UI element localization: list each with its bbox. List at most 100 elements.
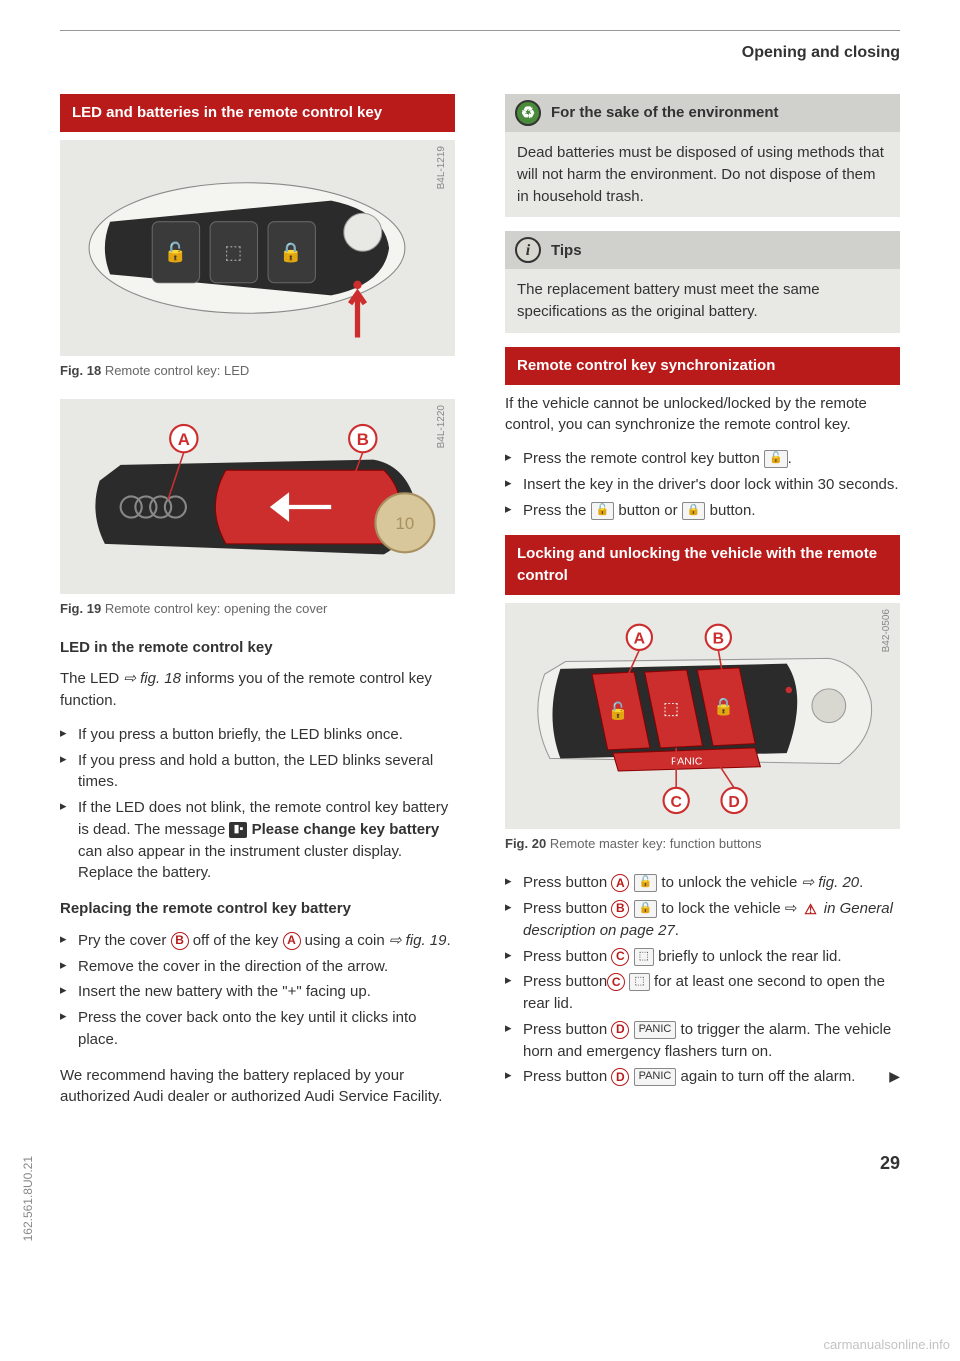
env-body: Dead batteries must be disposed of using… [505, 132, 900, 217]
svg-text:10: 10 [396, 514, 415, 533]
fig20-caption-bold: Fig. 20 [505, 836, 546, 851]
fb4: Press buttonC ⬚ for at least one second … [505, 971, 900, 1015]
svg-text:B: B [713, 631, 724, 648]
label-D: D [611, 1068, 629, 1086]
tips-header: i Tips [505, 231, 900, 269]
t: Please change key battery [252, 821, 440, 838]
fig20-code: B42-0506 [880, 609, 895, 652]
t: . [447, 932, 451, 949]
fb6: Press button D PANIC again to turn off t… [505, 1066, 900, 1088]
info-icon: i [515, 237, 541, 263]
figure-18: B4L-1219 🔓 ⬚ 🔒 [60, 140, 455, 356]
t [629, 1021, 633, 1038]
fig20-caption-text: Remote master key: function buttons [550, 836, 762, 851]
rep-b2: Remove the cover in the direction of the… [60, 956, 455, 978]
t: . [859, 874, 863, 891]
t: Press button [523, 1021, 611, 1038]
svg-text:🔓: 🔓 [164, 240, 188, 263]
lock-icon: 🔒 [682, 502, 706, 520]
rep-b3: Insert the new battery with the "+" faci… [60, 981, 455, 1003]
t: button. [705, 502, 755, 519]
env-title: For the sake of the environment [551, 102, 779, 124]
watermark: carmanualsonline.info [824, 1336, 950, 1355]
svg-text:B: B [357, 430, 369, 449]
t [629, 874, 633, 891]
svg-text:D: D [728, 794, 739, 811]
fig18-illustration: 🔓 ⬚ 🔒 [68, 148, 447, 348]
spine-code: 162.561.8U0.21 [20, 1156, 37, 1241]
led-bullets: If you press a button briefly, the LED b… [60, 724, 455, 884]
fig18-caption-text: Remote control key: LED [105, 363, 250, 378]
t: again to turn off the alarm. [676, 1068, 855, 1085]
led-bullet-1: If you press a button briefly, the LED b… [60, 724, 455, 746]
env-header: ♻ For the sake of the environment [505, 94, 900, 132]
t: using a coin [301, 932, 389, 949]
rep-b4: Press the cover back onto the key until … [60, 1007, 455, 1051]
unlock-icon: 🔓 [591, 502, 615, 520]
page-number: 29 [60, 1150, 900, 1176]
label-B: B [611, 900, 629, 918]
t: . [788, 450, 792, 467]
fig18-caption: Fig. 18 Remote control key: LED [60, 362, 455, 381]
t: . [675, 922, 679, 939]
t: off of the key [189, 932, 283, 949]
svg-text:🔓: 🔓 [608, 700, 629, 720]
section-lock-unlock: Locking and unlocking the vehicle with t… [505, 535, 900, 595]
svg-text:⬚: ⬚ [663, 699, 679, 718]
recommend: We recommend having the battery replaced… [60, 1065, 455, 1109]
t [629, 900, 633, 917]
t: Press button [523, 900, 611, 917]
fig20-illustration: 🔓 ⬚ 🔒 PANIC A B C D [513, 611, 892, 822]
t: can also appear in the instrument cluste… [78, 843, 402, 882]
trunk-icon: ⬚ [634, 948, 654, 966]
fig19-illustration: 10 A B [68, 407, 447, 586]
warning-icon: ⚠ [802, 901, 820, 917]
fig19-caption-text: Remote control key: opening the cover [105, 601, 328, 616]
fb3: Press button C ⬚ briefly to unlock the r… [505, 946, 900, 968]
callout-environment: ♻ For the sake of the environment Dead b… [505, 94, 900, 217]
svg-text:A: A [178, 430, 190, 449]
figure-19: B4L-1220 10 A [60, 399, 455, 594]
sync-b1: Press the remote control key button 🔓. [505, 448, 900, 470]
ref-fig20: ⇨ fig. 20 [802, 874, 860, 891]
function-bullets: Press button A 🔓 to unlock the vehicle ⇨… [505, 872, 900, 1088]
sync-b2: Insert the key in the driver's door lock… [505, 474, 900, 496]
svg-text:🔒: 🔒 [713, 697, 734, 716]
t: Press the [523, 502, 591, 519]
callout-tips: i Tips The replacement battery must meet… [505, 231, 900, 333]
section-led-batteries: LED and batteries in the remote control … [60, 94, 455, 132]
label-B: B [171, 932, 189, 950]
t: Press button [523, 874, 611, 891]
tips-title: Tips [551, 240, 582, 262]
led-bullet-3: If the LED does not blink, the remote co… [60, 797, 455, 884]
left-column: LED and batteries in the remote control … [60, 94, 455, 1120]
t: button or [614, 502, 682, 519]
sync-bullets: Press the remote control key button 🔓. I… [505, 448, 900, 521]
fb2: Press button B 🔒 to lock the vehicle ⇨ ⚠… [505, 898, 900, 942]
header-rule [60, 30, 900, 31]
replace-bullets: Pry the cover B off of the key A using a… [60, 930, 455, 1051]
fig19-code: B4L-1220 [435, 405, 450, 448]
t [629, 948, 633, 965]
svg-text:🔒: 🔒 [279, 242, 303, 263]
tips-body: The replacement battery must meet the sa… [505, 269, 900, 333]
ref-fig18: ⇨ fig. 18 [123, 670, 181, 687]
label-C: C [607, 973, 625, 991]
fig19-caption: Fig. 19 Remote control key: opening the … [60, 600, 455, 619]
fb1: Press button A 🔓 to unlock the vehicle ⇨… [505, 872, 900, 894]
leaf-icon: ♻ [515, 100, 541, 126]
figure-20: B42-0506 🔓 ⬚ 🔒 PANIC A [505, 603, 900, 830]
key-badge-icon: ▮▪ [229, 822, 247, 838]
t: to unlock the vehicle [657, 874, 801, 891]
t: to lock the vehicle ⇨ [657, 900, 801, 917]
svg-text:C: C [670, 794, 681, 811]
svg-text:⬚: ⬚ [224, 242, 242, 263]
svg-text:A: A [634, 631, 645, 648]
page-header: Opening and closing [60, 41, 900, 64]
unlock-icon: 🔓 [764, 450, 788, 468]
t: Press the remote control key button [523, 450, 764, 467]
rep-b1: Pry the cover B off of the key A using a… [60, 930, 455, 952]
t: Press button [523, 1068, 611, 1085]
sub-replace: Replacing the remote control key battery [60, 898, 455, 920]
led-bullet-2: If you press and hold a button, the LED … [60, 750, 455, 794]
